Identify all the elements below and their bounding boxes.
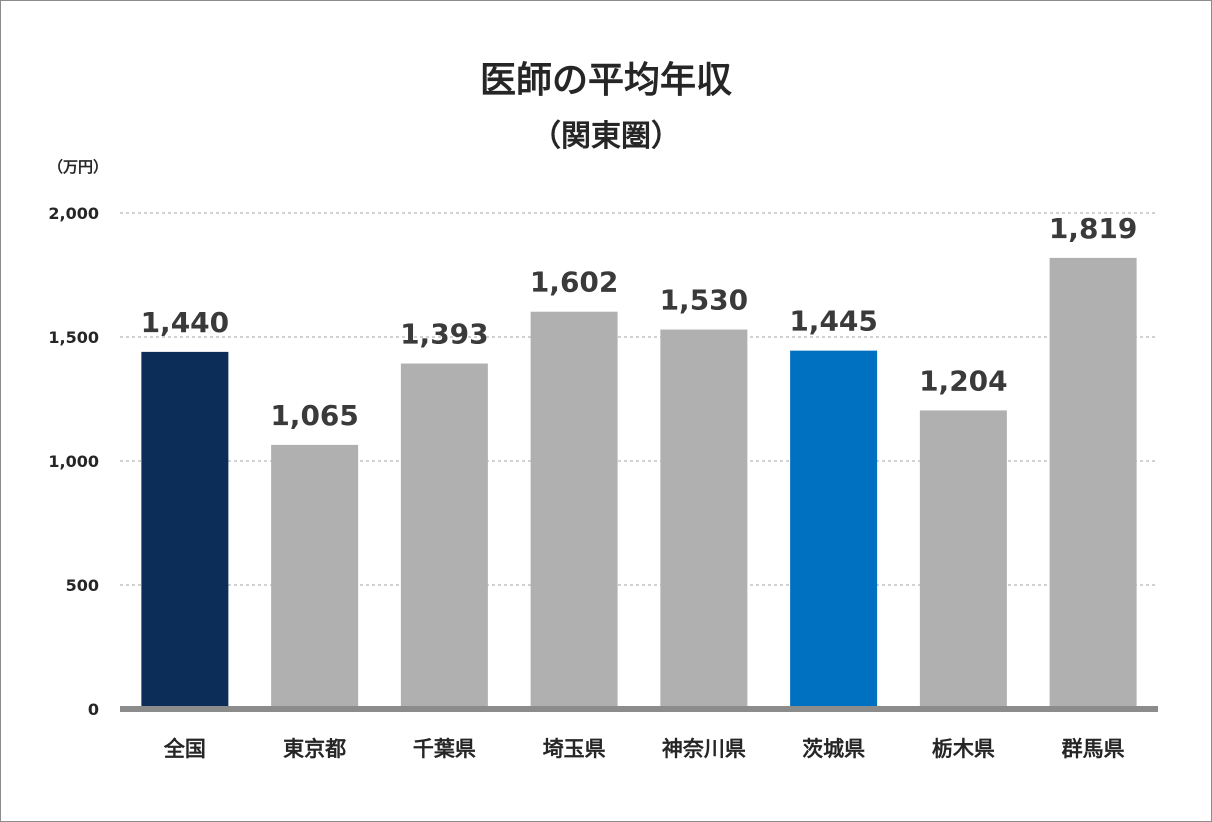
bar [400,363,488,709]
chart-subtitle: （関東圏） [531,119,681,154]
x-tick-label: 埼玉県 [543,737,606,761]
bar [919,410,1007,709]
data-label: 1,602 [530,266,619,299]
data-label: 1,530 [660,284,749,317]
y-tick-label: 1,000 [48,452,99,471]
y-axis-unit-label: （万円） [48,158,108,176]
x-tick-label: 千葉県 [413,737,476,761]
y-tick-label: 1,500 [48,328,99,347]
chart-title: 医師の平均年収 [480,60,732,101]
x-tick-label: 全国 [163,737,206,761]
bars [141,257,1137,709]
y-tick-label: 2,000 [48,204,99,223]
x-tick-label: 神奈川県 [662,737,746,761]
data-label: 1,393 [400,318,489,351]
bar [790,350,878,709]
data-label: 1,440 [141,306,230,339]
labels: 0 500 1,000 1,500 2,000 1,440 全国 1,065 東京都 1,393 千… [48,204,1137,761]
bar [271,444,359,709]
x-tick-label: 群馬県 [1062,737,1125,761]
x-tick-label: 栃木県 [932,737,995,761]
bar [1049,257,1137,709]
bar [660,329,748,709]
x-axis [120,706,1158,712]
bar [530,311,618,709]
data-label: 1,204 [919,364,1008,397]
data-label: 1,445 [789,305,878,338]
x-axis-line [120,706,1158,712]
bar [141,351,229,709]
x-tick-label: 東京都 [283,737,346,761]
data-label: 1,819 [1049,212,1138,245]
y-tick-label: 0 [88,700,99,719]
x-tick-label: 茨城県 [802,737,865,761]
data-label: 1,065 [270,399,359,432]
y-tick-label: 500 [66,576,99,595]
